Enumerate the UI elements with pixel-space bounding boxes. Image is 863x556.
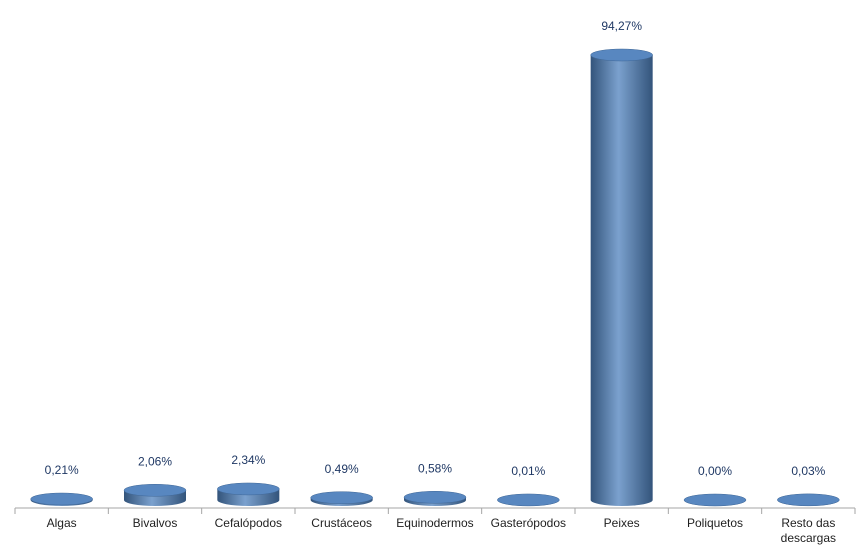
cylinder-top <box>30 492 93 506</box>
x-tick-label: Crustáceos <box>311 516 372 530</box>
x-tick-label: Resto das descargas <box>780 516 837 545</box>
cylinder <box>30 492 93 506</box>
value-label: 2,06% <box>138 454 172 468</box>
value-label: 0,49% <box>325 462 359 476</box>
cylinder <box>590 48 653 506</box>
cylinder <box>310 491 373 506</box>
value-label: 0,58% <box>418 461 452 475</box>
x-tick-label: Poliquetos <box>686 516 744 530</box>
cylinder <box>123 484 187 506</box>
cylinder <box>403 491 467 506</box>
cylinder-top <box>777 493 840 507</box>
value-label: 0,01% <box>511 464 545 478</box>
cylinder-top <box>497 493 560 507</box>
cylinder <box>497 493 560 507</box>
x-tick-label: Peixes <box>603 516 640 530</box>
x-tick-label: Bivalvos <box>132 516 178 530</box>
cylinder <box>777 493 840 507</box>
x-tick-label: Cefalópodos <box>214 516 283 530</box>
value-label: 0,21% <box>45 463 79 477</box>
cylinder-top <box>310 491 373 504</box>
cylinder-body <box>590 55 653 506</box>
x-tick-label: Algas <box>46 516 77 530</box>
value-label: 94,27% <box>601 19 642 33</box>
cylinder-top <box>217 482 280 496</box>
x-tick-label: Equinodermos <box>396 516 474 530</box>
x-tick-label: Gasterópodos <box>490 516 567 530</box>
cylinder <box>683 493 747 507</box>
cylinder-top <box>590 48 653 62</box>
cylinder-top <box>403 491 467 504</box>
value-label: 2,34% <box>231 453 265 467</box>
cylinder <box>217 482 280 506</box>
value-label: 0,03% <box>791 464 825 478</box>
cylinder-top <box>123 484 187 497</box>
value-label: 0,00% <box>698 464 732 478</box>
cylinder-top <box>683 493 747 507</box>
